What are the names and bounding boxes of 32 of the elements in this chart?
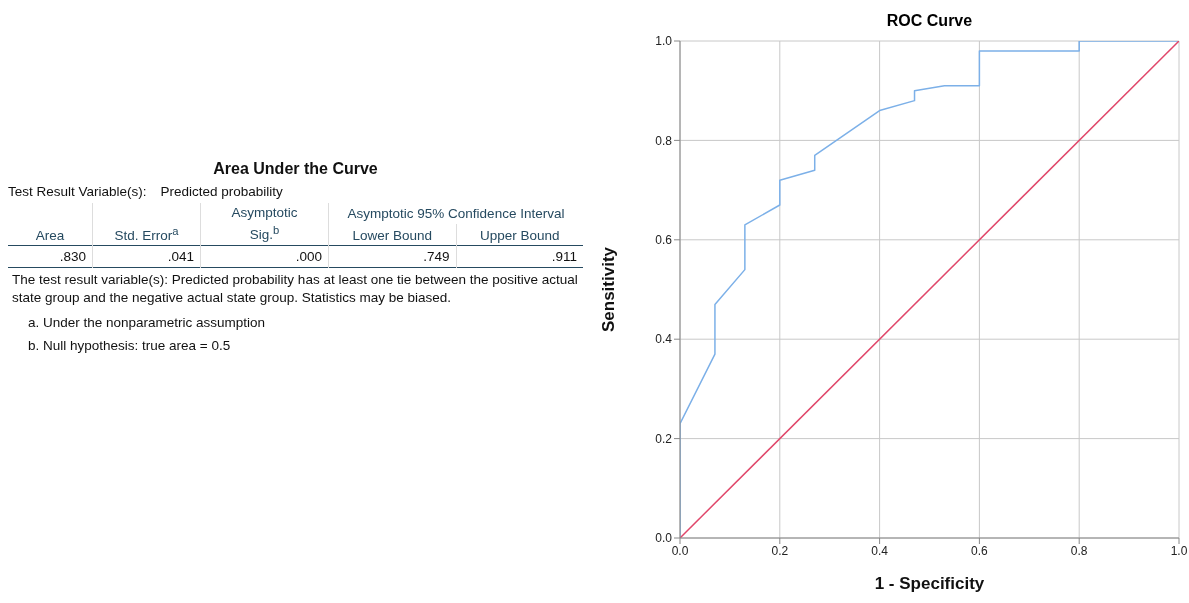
y-tick-label: 0.6	[655, 233, 673, 248]
text: Lower Bound	[352, 227, 433, 243]
y-tick-label: 1.0	[655, 34, 673, 49]
text: Std. Error$^{a}$	[114, 224, 179, 243]
y-tick-label: 0.2	[655, 431, 673, 446]
text: Upper Bound	[480, 227, 560, 243]
text: .041	[167, 248, 194, 264]
y-axis-title: Sensitivity	[599, 246, 619, 333]
text: Area Under the Curve	[213, 160, 378, 177]
text: Asymptotic 95% Confidence Interval	[347, 206, 565, 222]
chart-title: ROC Curve	[886, 12, 973, 29]
y-tick-label: 0.8	[655, 133, 673, 148]
x-axis-title: 1 - Specificity	[874, 574, 985, 593]
text: .749	[423, 248, 450, 264]
x-tick-label: 0.6	[971, 543, 989, 558]
text: b. Null hypothesis: true area = 0.5	[28, 337, 231, 353]
text: .911	[551, 248, 577, 264]
x-tick-label: 1.0	[1170, 543, 1188, 558]
text: Predicted probability	[160, 184, 283, 199]
text: The test result variable(s): Predicted probability has at least one tie between the positive actual state group and the negative actual state group. Statistics may be biased.	[12, 271, 578, 305]
text: a. Under the nonparametric assumption	[28, 314, 266, 330]
text: Test Result Variable(s):	[8, 184, 147, 199]
text: .830	[59, 248, 86, 264]
x-tick-label: 0.4	[871, 543, 889, 558]
x-tick-label: 0.2	[771, 543, 789, 558]
x-tick-label: 0.8	[1070, 543, 1088, 558]
text: Asymptotic Sig.$^{b}$	[231, 205, 298, 242]
text: Area	[35, 227, 65, 243]
text: .000	[295, 248, 322, 264]
y-tick-label: 0.0	[655, 531, 673, 546]
y-tick-label: 0.4	[655, 332, 673, 347]
x-tick-label: 0.0	[671, 543, 689, 558]
